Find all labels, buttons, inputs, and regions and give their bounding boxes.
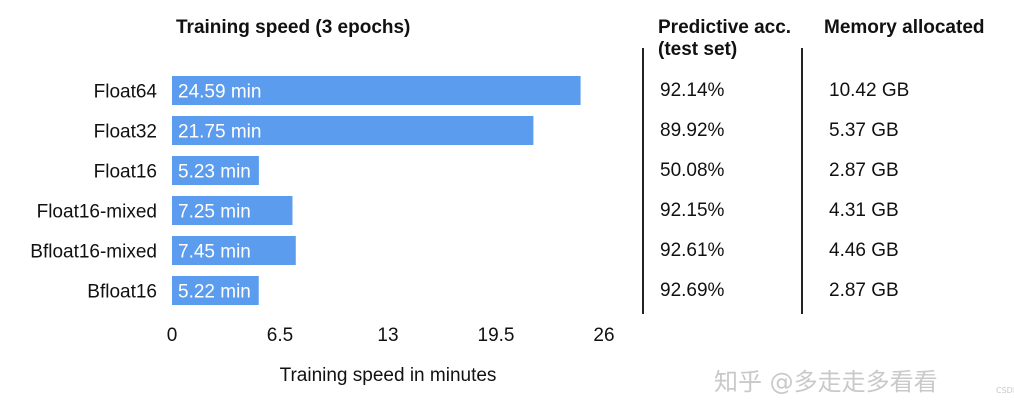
category-label: Bfloat16-mixed [30, 242, 157, 263]
bar [172, 276, 259, 305]
bar-value-label: 24.59 min [178, 82, 261, 103]
chart-title: Training speed (3 epochs) [176, 17, 411, 38]
bar-value-label: 5.22 min [178, 282, 251, 303]
bar-value-label: 7.45 min [178, 242, 251, 263]
x-axis-label: Training speed in minutes [280, 365, 497, 386]
bar [172, 116, 534, 145]
category-label: Float16 [94, 162, 157, 183]
x-tick-label: 26 [593, 325, 614, 346]
bar [172, 236, 296, 265]
accuracy-cell: 92.14% [660, 79, 725, 101]
accuracy-cell: 92.15% [660, 199, 725, 221]
x-tick-label: 6.5 [267, 325, 293, 346]
header-line: Predictive acc. [658, 17, 792, 38]
memory-cell: 4.31 GB [829, 199, 899, 221]
category-label: Float32 [94, 122, 157, 143]
column-divider [801, 48, 803, 314]
column-divider [642, 48, 644, 314]
category-label: Float16-mixed [37, 202, 157, 223]
memory-cell: 4.46 GB [829, 239, 899, 261]
accuracy-cell: 92.69% [660, 279, 725, 301]
x-tick-label: 13 [377, 325, 398, 346]
x-tick-label: 19.5 [478, 325, 515, 346]
category-label: Bfloat16 [87, 282, 157, 303]
training-speed-chart: Float64 Float32 Float16 Float16-mixed Bfloat… [30, 76, 615, 386]
category-label: Float64 [94, 82, 158, 103]
watermark-small: CSDN [996, 386, 1014, 395]
header-predictive-accuracy: Predictive acc. (test set) [658, 17, 791, 61]
header-line: Memory allocated [824, 17, 985, 38]
header-line: (test set) [658, 39, 738, 60]
accuracy-cell: 89.92% [660, 119, 725, 141]
header-memory-allocated: Memory allocated [824, 17, 985, 39]
bar [172, 76, 581, 105]
bar-value-label: 21.75 min [178, 122, 261, 143]
memory-cell: 2.87 GB [829, 159, 899, 181]
x-tick-label: 0 [167, 325, 178, 346]
memory-cell: 5.37 GB [829, 119, 899, 141]
memory-cell: 2.87 GB [829, 279, 899, 301]
bar [172, 196, 293, 225]
bar-value-label: 7.25 min [178, 202, 251, 223]
accuracy-cell: 92.61% [660, 239, 725, 261]
bar-value-label: 5.23 min [178, 162, 251, 183]
memory-cell: 10.42 GB [829, 79, 910, 101]
accuracy-cell: 50.08% [660, 159, 725, 181]
bar [172, 156, 259, 185]
watermark: 知乎 @多走走多看看 [714, 368, 938, 396]
